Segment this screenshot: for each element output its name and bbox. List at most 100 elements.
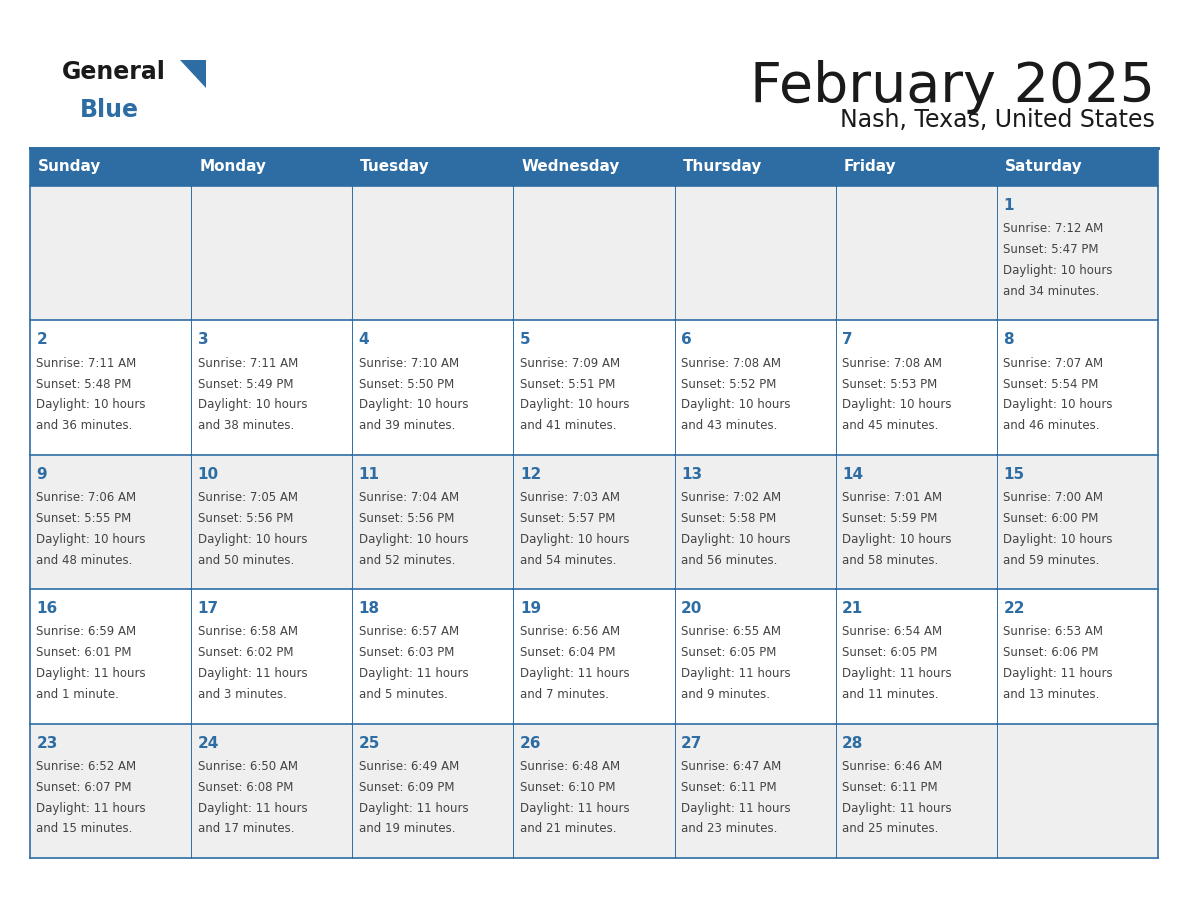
Text: Monday: Monday xyxy=(200,160,266,174)
Text: Sunset: 6:11 PM: Sunset: 6:11 PM xyxy=(842,780,937,794)
Text: Daylight: 11 hours: Daylight: 11 hours xyxy=(197,801,308,814)
Text: and 11 minutes.: and 11 minutes. xyxy=(842,688,939,701)
Text: Sunset: 5:53 PM: Sunset: 5:53 PM xyxy=(842,377,937,390)
Text: 11: 11 xyxy=(359,467,380,482)
Text: 22: 22 xyxy=(1004,601,1025,616)
Text: Daylight: 10 hours: Daylight: 10 hours xyxy=(681,532,790,546)
Text: Sunset: 6:09 PM: Sunset: 6:09 PM xyxy=(359,780,454,794)
Text: 17: 17 xyxy=(197,601,219,616)
Bar xyxy=(513,186,675,320)
Text: and 19 minutes.: and 19 minutes. xyxy=(359,823,455,835)
Text: 18: 18 xyxy=(359,601,380,616)
Bar xyxy=(835,454,997,589)
Bar xyxy=(513,454,675,589)
Text: Sunset: 6:05 PM: Sunset: 6:05 PM xyxy=(842,646,937,659)
Text: and 46 minutes.: and 46 minutes. xyxy=(1004,420,1100,432)
Bar xyxy=(675,148,835,186)
Bar xyxy=(997,723,1158,858)
Text: Sunrise: 6:46 AM: Sunrise: 6:46 AM xyxy=(842,760,942,773)
Text: and 25 minutes.: and 25 minutes. xyxy=(842,823,939,835)
Text: Sunset: 5:50 PM: Sunset: 5:50 PM xyxy=(359,377,454,390)
Text: Sunrise: 7:04 AM: Sunrise: 7:04 AM xyxy=(359,491,459,504)
Text: Daylight: 10 hours: Daylight: 10 hours xyxy=(842,532,952,546)
Bar xyxy=(191,454,353,589)
Text: Thursday: Thursday xyxy=(683,160,762,174)
Text: Sunrise: 6:53 AM: Sunrise: 6:53 AM xyxy=(1004,625,1104,639)
Bar xyxy=(675,186,835,320)
Bar xyxy=(835,320,997,454)
Text: Daylight: 11 hours: Daylight: 11 hours xyxy=(842,667,952,680)
Text: Sunrise: 6:54 AM: Sunrise: 6:54 AM xyxy=(842,625,942,639)
Text: Sunset: 5:56 PM: Sunset: 5:56 PM xyxy=(197,512,293,525)
Text: Sunrise: 7:01 AM: Sunrise: 7:01 AM xyxy=(842,491,942,504)
Text: Sunrise: 7:11 AM: Sunrise: 7:11 AM xyxy=(37,357,137,370)
Text: 23: 23 xyxy=(37,735,58,751)
Bar xyxy=(353,186,513,320)
Bar xyxy=(30,320,191,454)
Text: and 58 minutes.: and 58 minutes. xyxy=(842,554,939,566)
Text: Blue: Blue xyxy=(80,98,139,122)
Text: Sunset: 5:49 PM: Sunset: 5:49 PM xyxy=(197,377,293,390)
Text: Sunset: 6:03 PM: Sunset: 6:03 PM xyxy=(359,646,454,659)
Text: Sunset: 5:54 PM: Sunset: 5:54 PM xyxy=(1004,377,1099,390)
Text: Daylight: 10 hours: Daylight: 10 hours xyxy=(359,532,468,546)
Text: and 36 minutes.: and 36 minutes. xyxy=(37,420,133,432)
Text: and 34 minutes.: and 34 minutes. xyxy=(1004,285,1100,297)
Text: 1: 1 xyxy=(1004,198,1013,213)
Text: and 45 minutes.: and 45 minutes. xyxy=(842,420,939,432)
Text: Tuesday: Tuesday xyxy=(360,160,430,174)
Text: 19: 19 xyxy=(520,601,541,616)
Text: 24: 24 xyxy=(197,735,219,751)
Bar xyxy=(513,148,675,186)
Bar xyxy=(997,148,1158,186)
Text: Sunset: 6:02 PM: Sunset: 6:02 PM xyxy=(197,646,293,659)
Bar xyxy=(675,454,835,589)
Text: and 50 minutes.: and 50 minutes. xyxy=(197,554,293,566)
Text: and 7 minutes.: and 7 minutes. xyxy=(520,688,609,701)
Text: 27: 27 xyxy=(681,735,702,751)
Text: Sunset: 5:55 PM: Sunset: 5:55 PM xyxy=(37,512,132,525)
Bar xyxy=(191,186,353,320)
Bar xyxy=(353,589,513,723)
Bar xyxy=(835,186,997,320)
Bar xyxy=(835,589,997,723)
Text: Sunset: 5:47 PM: Sunset: 5:47 PM xyxy=(1004,243,1099,256)
Bar xyxy=(191,723,353,858)
Text: 3: 3 xyxy=(197,332,208,348)
Text: 10: 10 xyxy=(197,467,219,482)
Bar xyxy=(30,454,191,589)
Text: Daylight: 11 hours: Daylight: 11 hours xyxy=(520,801,630,814)
Text: Sunrise: 7:12 AM: Sunrise: 7:12 AM xyxy=(1004,222,1104,235)
Text: Daylight: 10 hours: Daylight: 10 hours xyxy=(197,532,307,546)
Text: Daylight: 10 hours: Daylight: 10 hours xyxy=(197,398,307,411)
Text: Sunrise: 7:09 AM: Sunrise: 7:09 AM xyxy=(520,357,620,370)
Bar xyxy=(191,589,353,723)
Text: and 5 minutes.: and 5 minutes. xyxy=(359,688,448,701)
Text: 14: 14 xyxy=(842,467,864,482)
Text: Daylight: 10 hours: Daylight: 10 hours xyxy=(1004,398,1113,411)
Bar xyxy=(191,148,353,186)
Text: Sunset: 5:51 PM: Sunset: 5:51 PM xyxy=(520,377,615,390)
Text: Daylight: 11 hours: Daylight: 11 hours xyxy=(681,801,791,814)
Text: Daylight: 10 hours: Daylight: 10 hours xyxy=(1004,264,1113,277)
Bar xyxy=(30,148,191,186)
Text: and 54 minutes.: and 54 minutes. xyxy=(520,554,617,566)
Bar xyxy=(353,723,513,858)
Text: Daylight: 10 hours: Daylight: 10 hours xyxy=(37,532,146,546)
Text: Sunrise: 7:11 AM: Sunrise: 7:11 AM xyxy=(197,357,298,370)
Text: Sunset: 6:11 PM: Sunset: 6:11 PM xyxy=(681,780,777,794)
Text: and 52 minutes.: and 52 minutes. xyxy=(359,554,455,566)
Bar xyxy=(997,589,1158,723)
Text: Sunrise: 6:50 AM: Sunrise: 6:50 AM xyxy=(197,760,297,773)
Text: and 39 minutes.: and 39 minutes. xyxy=(359,420,455,432)
Text: General: General xyxy=(62,60,166,84)
Text: Sunset: 5:58 PM: Sunset: 5:58 PM xyxy=(681,512,776,525)
Text: Daylight: 11 hours: Daylight: 11 hours xyxy=(197,667,308,680)
Text: Saturday: Saturday xyxy=(1005,160,1082,174)
Text: and 48 minutes.: and 48 minutes. xyxy=(37,554,133,566)
Bar xyxy=(30,723,191,858)
Text: Daylight: 10 hours: Daylight: 10 hours xyxy=(37,398,146,411)
Text: 2: 2 xyxy=(37,332,48,348)
Text: and 41 minutes.: and 41 minutes. xyxy=(520,420,617,432)
Text: Daylight: 11 hours: Daylight: 11 hours xyxy=(37,667,146,680)
